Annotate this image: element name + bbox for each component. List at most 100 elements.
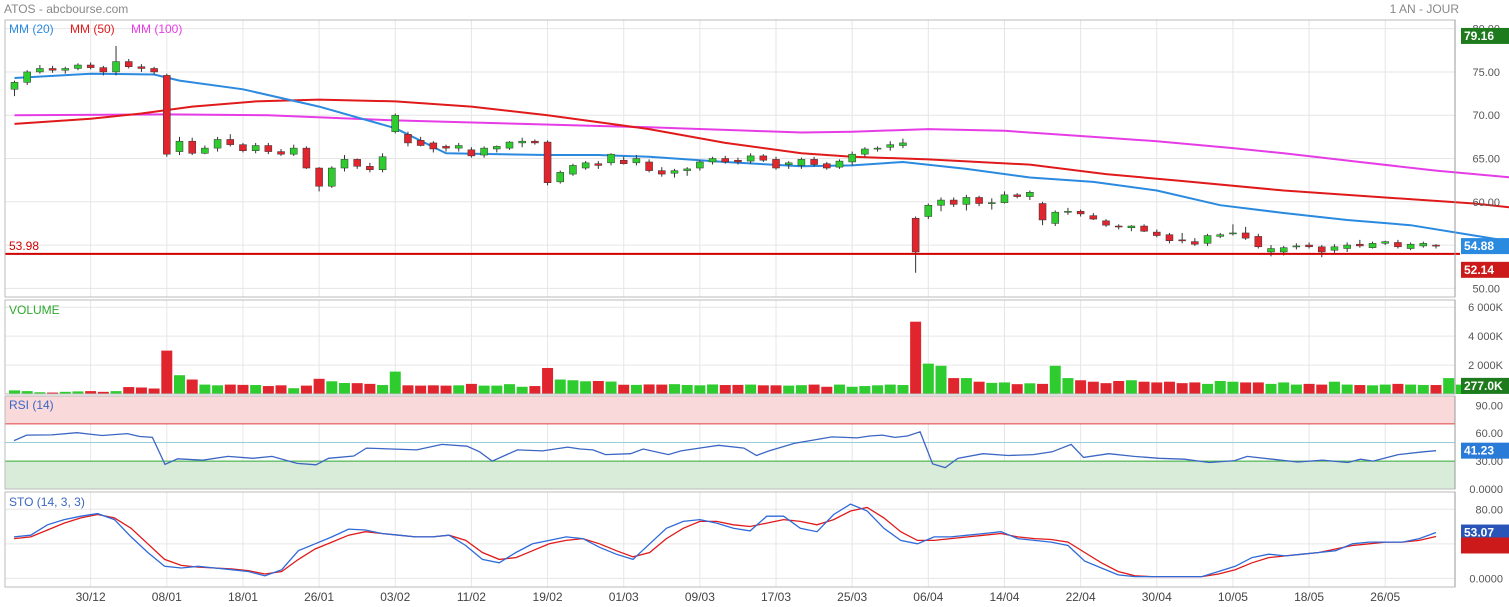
volume-bar xyxy=(910,321,922,394)
volume-bar xyxy=(554,379,566,394)
volume-bar xyxy=(1113,380,1125,394)
candle xyxy=(1241,226,1250,240)
candle xyxy=(251,142,260,154)
sto-title: STO (14, 3, 3) xyxy=(9,495,85,509)
candle xyxy=(1089,213,1098,220)
candle xyxy=(518,137,526,148)
candle xyxy=(962,194,971,211)
candle xyxy=(1153,229,1161,238)
volume-bar xyxy=(1430,385,1442,394)
volume-bar xyxy=(656,384,668,394)
candle xyxy=(1127,225,1136,232)
volume-bar xyxy=(884,384,896,394)
svg-text:277.0K: 277.0K xyxy=(1464,379,1503,393)
candle xyxy=(340,155,349,172)
x-tick-label: 06/04 xyxy=(913,590,943,604)
x-tick-label: 01/03 xyxy=(609,590,639,604)
candle xyxy=(1216,232,1224,239)
volume-bar xyxy=(859,386,871,394)
volume-bar xyxy=(173,375,185,394)
svg-text:54.88: 54.88 xyxy=(1464,239,1494,253)
volume-bar xyxy=(618,384,630,394)
volume-bar xyxy=(300,385,312,394)
volume-bar xyxy=(1087,381,1099,394)
volume-bar xyxy=(237,384,249,394)
volume-bar xyxy=(364,383,376,394)
candle xyxy=(949,197,958,207)
price-y-tick: 60.00 xyxy=(1472,197,1500,209)
volume-bar xyxy=(795,385,807,394)
volume-bar xyxy=(783,385,795,394)
volume-bar xyxy=(250,385,262,394)
candle xyxy=(150,66,158,75)
x-tick-label: 09/03 xyxy=(685,590,715,604)
candle xyxy=(1305,242,1313,249)
candle xyxy=(988,198,996,210)
candle xyxy=(1394,239,1402,249)
volume-bar xyxy=(516,386,528,394)
candle xyxy=(1038,201,1047,226)
volume-bar xyxy=(1278,382,1290,394)
volume-bar xyxy=(757,385,769,394)
volume-y-tick: 2 000K xyxy=(1468,360,1504,372)
volume-bar xyxy=(478,385,490,394)
candle xyxy=(721,155,729,164)
volume-bar xyxy=(529,386,541,394)
candle xyxy=(645,159,653,173)
x-tick-label: 22/04 xyxy=(1066,590,1096,604)
volume-bar xyxy=(948,378,960,394)
candle xyxy=(137,64,146,72)
candle xyxy=(1318,245,1326,258)
candle xyxy=(23,70,31,85)
volume-bar xyxy=(148,388,160,394)
volume-bar xyxy=(770,385,782,394)
candle xyxy=(1114,224,1123,230)
legend-item: MM (20) xyxy=(9,22,54,36)
candle xyxy=(835,159,844,169)
candle xyxy=(1051,210,1059,227)
candle xyxy=(61,66,70,74)
volume-bar xyxy=(1265,383,1277,394)
rsi-y-tick: 0.0000 xyxy=(1469,484,1503,496)
x-tick-label: 11/02 xyxy=(457,590,486,604)
candle xyxy=(302,146,311,169)
candle xyxy=(658,167,666,177)
candle xyxy=(975,195,983,207)
volume-bar xyxy=(960,378,972,394)
volume-bar xyxy=(402,385,414,394)
x-tick-label: 18/05 xyxy=(1294,590,1324,604)
candle xyxy=(861,147,869,157)
volume-bar xyxy=(1316,384,1328,394)
period-label[interactable]: 1 AN - JOUR xyxy=(1389,2,1459,16)
volume-title: VOLUME xyxy=(9,303,60,317)
candle xyxy=(264,142,273,155)
sto-d-line xyxy=(13,506,1437,578)
candle xyxy=(1064,207,1072,215)
volume-y-tick: 4 000K xyxy=(1468,331,1504,343)
price-y-tick: 70.00 xyxy=(1472,110,1500,122)
rsi-overbought-band xyxy=(5,396,1455,424)
volume-bar xyxy=(199,384,211,394)
volume-bar xyxy=(694,385,706,394)
volume-bar xyxy=(1227,381,1239,394)
volume-bar xyxy=(707,384,719,394)
candle xyxy=(226,134,235,147)
candle xyxy=(391,113,400,134)
volume-bar xyxy=(745,384,757,394)
volume-bar xyxy=(135,387,147,394)
svg-text:79.16: 79.16 xyxy=(1464,29,1494,43)
rsi-badge: 41.23 xyxy=(1461,442,1509,459)
candle xyxy=(810,156,818,167)
volume-bar xyxy=(1062,378,1074,394)
candle xyxy=(467,147,476,158)
x-tick-label: 18/01 xyxy=(228,590,258,604)
volume-bar xyxy=(415,385,427,394)
candle xyxy=(416,136,425,147)
candle xyxy=(569,163,577,176)
candle xyxy=(36,65,44,74)
volume-bar xyxy=(72,391,84,394)
x-tick-label: 25/03 xyxy=(837,590,867,604)
volume-bar xyxy=(1392,383,1404,394)
candle xyxy=(531,139,539,145)
volume-bar xyxy=(491,385,503,394)
